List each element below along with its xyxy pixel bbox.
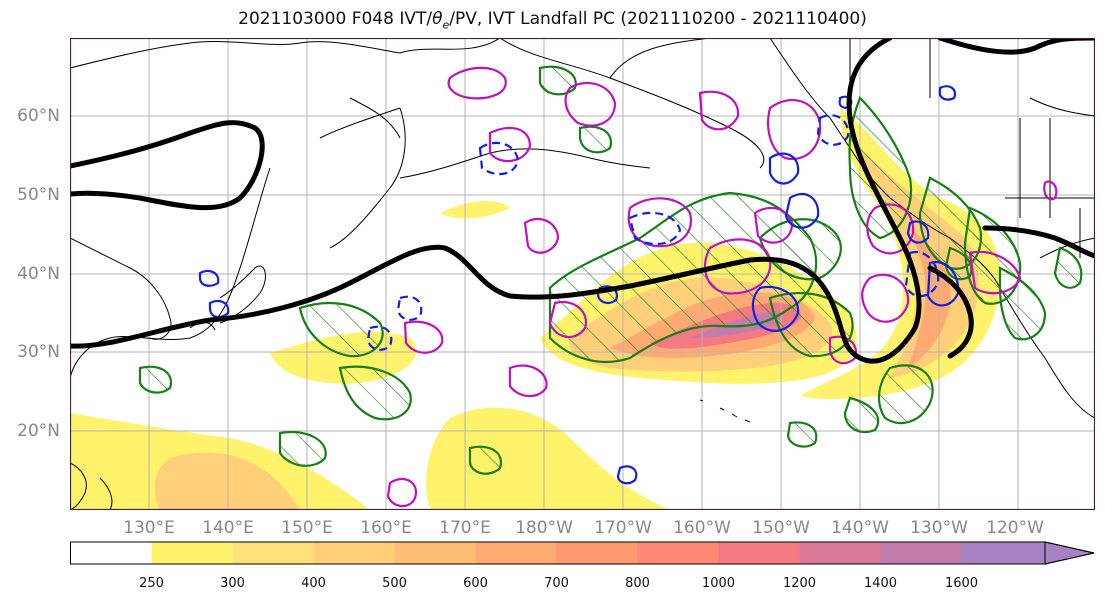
figure-title: 2021103000 F048 IVT/θe/PV, IVT Landfall …	[238, 9, 867, 32]
theta-e-main	[70, 38, 922, 364]
lon-label: 170°E	[439, 518, 491, 538]
ivt-band-400-sw	[154, 452, 300, 510]
theta-e-coast	[982, 225, 1095, 259]
lat-label: 20°N	[17, 421, 60, 441]
colorbar-tick-label: 1200	[782, 576, 817, 591]
colorbar-segment	[880, 542, 962, 564]
colorbar-segment	[70, 542, 152, 564]
colorbar-extend-arrow	[1044, 541, 1095, 565]
colorbar-segment	[313, 542, 395, 564]
lat-label: 60°N	[17, 106, 60, 126]
colorbar-tick-label: 1000	[701, 576, 736, 591]
map-panel	[70, 38, 1095, 510]
hawaii	[699, 399, 751, 423]
korea-china	[70, 237, 172, 340]
colorbar-tick-label: 400	[301, 576, 326, 591]
lon-label: 180°W	[515, 518, 573, 538]
canada-borders	[849, 38, 1095, 259]
lat-label: 40°N	[17, 264, 60, 284]
theta-e-west-loop	[927, 265, 974, 359]
philippines	[70, 462, 113, 510]
colorbar-segment	[961, 542, 1045, 564]
lon-label: 150°W	[752, 518, 810, 538]
lon-label: 130°E	[123, 518, 175, 538]
colorbar-segment	[232, 542, 314, 564]
lon-label: 120°W	[986, 518, 1044, 538]
colorbar-segment	[151, 542, 233, 564]
lon-label: 140°W	[831, 518, 889, 538]
colorbar-tick-label: 600	[463, 576, 488, 591]
pv-blue-dashed	[366, 114, 940, 351]
lat-label: 50°N	[17, 185, 60, 205]
asia-coast	[70, 38, 501, 379]
colorbar-tick-label: 800	[625, 576, 650, 591]
pv-green-contours	[138, 65, 1083, 475]
colorbar-tick-label: 250	[139, 576, 164, 591]
kamchatka	[329, 97, 406, 249]
lon-label: 160°E	[360, 518, 412, 538]
aleutians	[399, 148, 651, 179]
pv-magenta-contours	[386, 66, 1058, 508]
colorbar-segment	[394, 542, 476, 564]
lon-label: 130°W	[910, 518, 968, 538]
colorbar	[70, 541, 1095, 565]
colorbar-tick-label: 500	[382, 576, 407, 591]
lon-label: 170°W	[594, 518, 652, 538]
lon-label: 150°E	[281, 518, 333, 538]
lon-label: 160°W	[673, 518, 731, 538]
colorbar-tick-label: 700	[544, 576, 569, 591]
colorbar-outline	[70, 541, 1095, 565]
map-frame	[70, 38, 1095, 510]
theta-e-north	[70, 120, 265, 211]
ivt-band-250-sw2	[426, 407, 670, 510]
colorbar-tick-label: 1600	[944, 576, 979, 591]
colorbar-tick-label: 1400	[863, 576, 898, 591]
ivt-band-250-top	[440, 201, 510, 219]
colorbar-segment	[475, 542, 557, 564]
colorbar-segment	[799, 542, 881, 564]
colorbar-segment	[637, 542, 719, 564]
colorbar-tick-label: 300	[220, 576, 245, 591]
lon-label: 140°E	[202, 518, 254, 538]
colorbar-segment	[718, 542, 800, 564]
colorbar-segment	[556, 542, 638, 564]
lat-label: 30°N	[17, 342, 60, 362]
